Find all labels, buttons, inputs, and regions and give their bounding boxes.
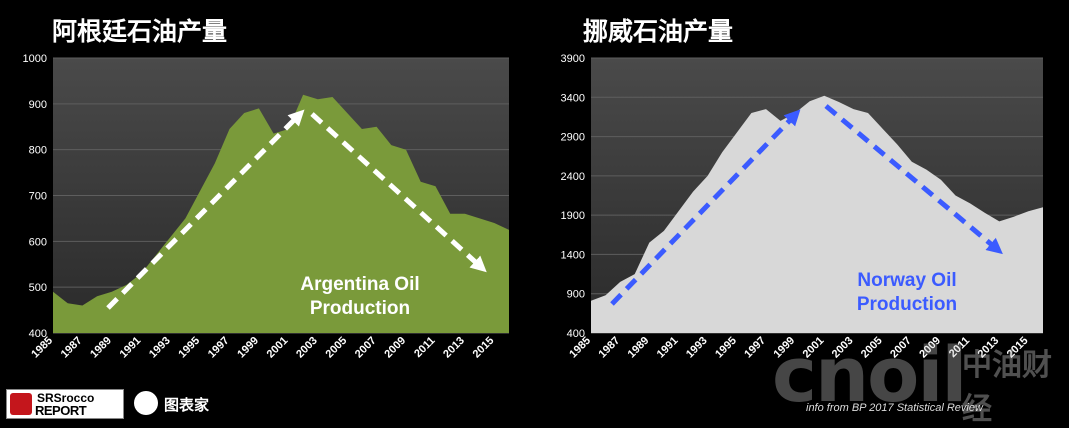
srrocco-logo-report: REPORT <box>35 403 87 418</box>
annotation-label: Production <box>310 298 410 319</box>
x-tick-label: 1989 <box>626 335 652 361</box>
chart-title-argentina: 阿根廷石油产量 <box>52 17 228 46</box>
y-tick-label: 1000 <box>23 53 47 65</box>
x-tick-label: 2003 <box>294 335 320 361</box>
x-tick-label: 1991 <box>655 335 681 361</box>
x-tick-label: 2001 <box>265 335 291 361</box>
y-tick-label: 500 <box>29 282 47 294</box>
x-tick-label: 1987 <box>596 335 622 361</box>
y-tick-label: 900 <box>29 99 47 111</box>
x-tick-label: 1997 <box>742 335 768 361</box>
x-tick-label: 1995 <box>713 335 739 361</box>
y-tick-label: 600 <box>29 236 47 248</box>
y-tick-label: 3900 <box>561 53 585 65</box>
cjcj-watermark: 中油财经 <box>962 348 1052 427</box>
x-tick-label: 1989 <box>88 335 114 361</box>
x-tick-label: 1993 <box>684 335 710 361</box>
production-area <box>53 94 509 333</box>
x-tick-label: 2011 <box>412 335 437 360</box>
trend-up-arrow <box>106 109 305 310</box>
x-tick-label: 1999 <box>235 335 261 361</box>
chart-title-norway: 挪威石油产量 <box>583 17 734 46</box>
y-tick-label: 700 <box>29 191 47 203</box>
y-tick-label: 400 <box>29 328 47 340</box>
annotation-label: Norway Oil <box>857 270 956 291</box>
srrocco-badge-icon <box>10 393 32 415</box>
x-tick-label: 2015 <box>471 335 497 361</box>
y-tick-label: 1900 <box>561 210 585 222</box>
x-tick-label: 1991 <box>118 335 144 361</box>
y-tick-label: 1400 <box>561 249 585 261</box>
x-tick-label: 2005 <box>324 335 350 361</box>
x-tick-label: 1987 <box>59 335 85 361</box>
trend-down-arrow <box>824 104 1003 255</box>
tubiaojia-logo-icon <box>134 391 158 415</box>
cnoil-watermark: cnoil <box>772 330 967 419</box>
tubiaojia-logo-text: 图表家 <box>164 396 210 414</box>
x-tick-label: 2013 <box>441 335 467 361</box>
x-tick-label: 1995 <box>176 335 202 361</box>
y-tick-label: 3400 <box>561 92 585 104</box>
annotation-label: Argentina Oil <box>300 274 419 295</box>
x-tick-label: 1993 <box>147 335 173 361</box>
x-tick-label: 2009 <box>382 335 408 361</box>
x-tick-label: 1997 <box>206 335 232 361</box>
trend-up-arrow <box>610 109 801 306</box>
y-tick-label: 2400 <box>561 171 585 183</box>
annotation-label: Production <box>857 294 957 315</box>
x-tick-label: 2007 <box>353 335 379 361</box>
trend-down-arrow <box>310 112 487 273</box>
y-tick-label: 800 <box>29 145 47 157</box>
y-tick-label: 2900 <box>561 132 585 144</box>
production-area <box>591 95 1043 333</box>
srrocco-report-logo: SRSrocco REPORT <box>6 389 124 419</box>
source-note: info from BP 2017 Statistical Review <box>806 402 983 414</box>
y-tick-label: 400 <box>567 328 585 340</box>
srrocco-logo-text: SRSrocco <box>37 391 95 405</box>
y-tick-label: 900 <box>567 289 585 301</box>
